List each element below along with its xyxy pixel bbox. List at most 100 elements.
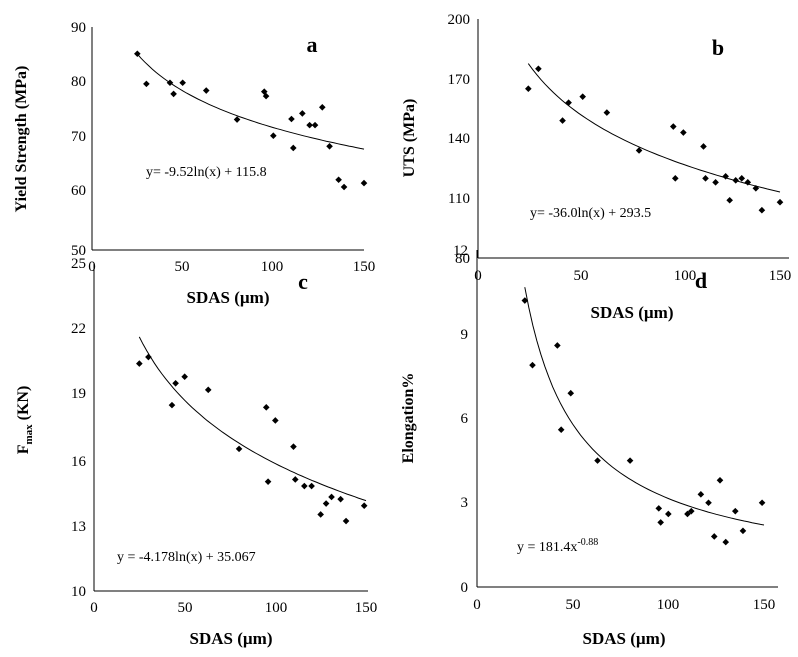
panel-d-equation: y = 181.4x-0.88 [517, 537, 598, 555]
panel-b-data-point [669, 123, 677, 130]
panel-c-data-point [342, 517, 350, 525]
panel-c-data-point [172, 379, 179, 387]
panel-b-data-point [702, 175, 709, 182]
panel-a-data-point [262, 92, 270, 100]
panel-d-data-point [722, 538, 730, 546]
panel-b-data-point [776, 198, 784, 206]
panel-d-data-point [710, 533, 718, 540]
panel-d-ticks: 12 9 6 3 0 0 50 100 150 [453, 243, 775, 613]
panel-a-ytick-label: 80 [71, 74, 86, 90]
panel-c-data-point [328, 493, 335, 501]
panel-b-ticks: 200 170 140 110 80 0 50 100 150 [448, 12, 792, 284]
panel-c-data-point [322, 500, 330, 507]
panel-d-data-point [716, 476, 724, 484]
panel-c-trendline [138, 336, 367, 502]
panel-d-data-point [655, 505, 663, 512]
panel-a-equation: y= -9.52ln(x) + 115.8 [146, 165, 267, 180]
panel-c-marks [136, 336, 368, 525]
panel-d-data-point [665, 510, 672, 518]
panel-a-data-point [166, 79, 174, 87]
panel-d-equation-main: y = 181.4x [517, 540, 577, 555]
panel-d-data-point [657, 519, 664, 526]
panel-a: 90 80 70 60 50 0 50 100 150 SDAS (µm) Yi… [13, 20, 375, 307]
panel-c-ytick-label: 13 [71, 519, 86, 535]
panel-c-xtick-label: 100 [265, 600, 288, 616]
panel-b-data-point [672, 175, 679, 182]
panel-a-letter: a [307, 32, 318, 57]
panel-b-marks [525, 63, 784, 214]
panel-d-data-point [758, 499, 766, 507]
panel-c-data-point [308, 482, 315, 490]
panel-c-ytick-label: 19 [71, 386, 86, 402]
panel-a-ytick-label: 60 [71, 183, 86, 199]
panel-a-data-point [318, 103, 326, 111]
panel-c-data-point [136, 360, 143, 367]
panel-d-ytick-label: 6 [461, 411, 469, 427]
panel-a-data-point [202, 87, 210, 94]
panel-b-xtick-label: 50 [574, 268, 589, 284]
panel-b-data-point [635, 147, 643, 154]
panel-d-data-point [687, 507, 695, 515]
panel-c-data-point [235, 445, 243, 453]
panel-a-axes [91, 27, 364, 251]
panel-b-data-point [722, 173, 729, 180]
panel-d-data-point [567, 389, 575, 397]
panel-b-data-point [744, 179, 752, 186]
panel-d-data-point [697, 491, 705, 498]
panel-a-data-point [270, 132, 277, 140]
panel-d-xtick-label: 0 [473, 597, 481, 613]
panel-b: 200 170 140 110 80 0 50 100 150 SDAS (µm… [401, 12, 791, 322]
panel-b-axes [477, 19, 789, 259]
panel-c-ticks: 25 22 19 16 13 10 0 50 100 150 [71, 256, 377, 616]
panel-a-ticks: 90 80 70 60 50 0 50 100 150 [71, 20, 375, 275]
panel-a-ytick-label: 90 [71, 20, 86, 36]
panel-b-data-point [712, 179, 719, 186]
panel-b-data-point [732, 177, 740, 184]
panel-c-ytick-label: 25 [71, 256, 86, 272]
panel-b-data-point [726, 196, 733, 204]
panel-b-equation: y= -36.0ln(x) + 293.5 [530, 206, 651, 221]
panel-d-xtick-label: 150 [753, 597, 776, 613]
panel-d-letter: d [695, 268, 707, 293]
panel-b-data-point [758, 206, 766, 214]
panel-d-ytick-label: 9 [461, 327, 469, 343]
panel-a-ytick-label: 70 [71, 129, 86, 145]
panel-c-xtick-label: 0 [90, 600, 98, 616]
panel-a-data-point [306, 121, 313, 129]
panel-c-xtick-label: 50 [178, 600, 193, 616]
panel-d-data-point [529, 361, 536, 369]
panel-a-data-point [326, 143, 333, 150]
panel-b-ytick-label: 140 [448, 131, 471, 147]
panel-d-ytick-label: 0 [461, 580, 469, 596]
panel-b-xtick-label: 150 [769, 268, 792, 284]
panel-c-y-axis-label-sub: max [23, 424, 35, 445]
panel-a-data-point [340, 183, 348, 191]
panel-a-data-point [143, 80, 150, 88]
panel-c-axes [93, 263, 368, 592]
panel-c-letter: c [298, 269, 308, 294]
panel-a-data-point [299, 110, 306, 117]
panel-d-trendline [524, 287, 765, 526]
panel-d-y-axis-label: Elongation% [400, 373, 417, 464]
panel-c-data-point [272, 417, 279, 424]
panel-c-data-point [145, 353, 152, 361]
panel-b-y-axis-label: UTS (MPa) [401, 99, 418, 178]
panel-b-data-point [525, 85, 532, 93]
panel-b-trendline [527, 63, 781, 193]
panel-c: 25 22 19 16 13 10 0 50 100 150 SDAS (µm)… [15, 256, 377, 648]
panel-d-data-point [521, 297, 529, 304]
panel-d-ytick-label: 3 [461, 495, 469, 511]
panel-b-data-point [603, 109, 611, 116]
panel-b-data-point [535, 65, 542, 73]
panel-a-xtick-label: 100 [261, 259, 284, 275]
panel-b-letter: b [712, 35, 724, 60]
panel-a-x-axis-label: SDAS (µm) [187, 288, 270, 307]
panel-c-data-point [204, 386, 212, 394]
panel-b-data-point [680, 129, 687, 136]
panel-a-ytick-label: 50 [71, 243, 86, 259]
panel-a-y-axis-label: Yield Strength (MPa) [13, 66, 30, 213]
panel-d-data-point [732, 507, 739, 515]
panel-b-data-point [559, 117, 566, 124]
panel-b-ytick-label: 170 [448, 72, 471, 88]
